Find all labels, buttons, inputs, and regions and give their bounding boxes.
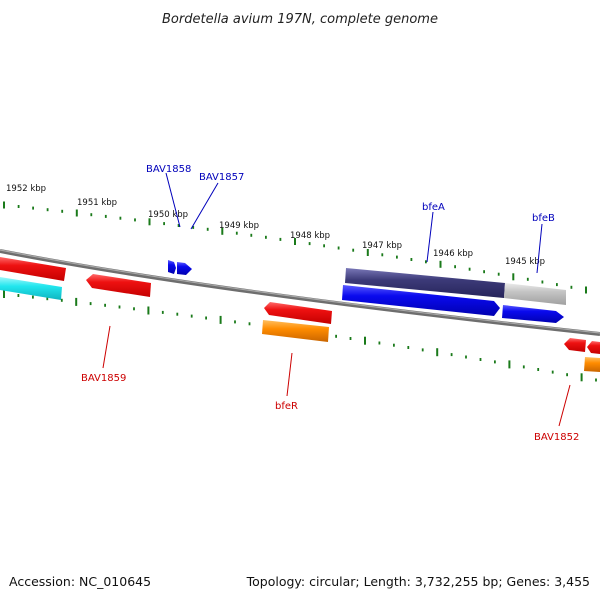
gene-bav1858-feature[interactable] [168, 260, 176, 274]
leader-bfeb [536, 223, 543, 274]
scale-label-1947: 1947 kbp [362, 241, 402, 251]
scale-label-1946: 1946 kbp [433, 249, 473, 259]
gene-bav1859-feature[interactable] [86, 274, 151, 297]
gene-label-bav1857[interactable]: BAV1857 [199, 172, 244, 183]
scale-ticks-upper [3, 201, 587, 294]
gene-bav1852-b-feature[interactable] [587, 341, 600, 354]
gene-label-bav1858[interactable]: BAV1858 [146, 164, 191, 175]
gene-bfeb-arrow-feature[interactable] [502, 305, 564, 323]
genome-backbone [0, 249, 600, 336]
leader-bfea [426, 211, 434, 263]
leader-bav1852 [558, 384, 571, 427]
gene-bfeb-strip-feature[interactable] [342, 285, 500, 316]
gene-label-bav1852[interactable]: BAV1852 [534, 432, 579, 443]
scale-label-1951: 1951 kbp [77, 198, 117, 208]
forward-gene-labels: BAV1858 BAV1857 bfeA bfeB [146, 164, 555, 274]
forward-genes [168, 260, 566, 323]
gene-red-mid-feature[interactable] [264, 302, 332, 324]
gene-bfea-extension-feature[interactable] [504, 283, 566, 305]
scale-label-1949: 1949 kbp [219, 221, 259, 231]
accession-text: Accession: NC_010645 [9, 574, 151, 589]
topology-text: Topology: circular; Length: 3,732,255 bp… [246, 574, 590, 589]
reverse-genes [0, 257, 600, 372]
gene-label-bfea[interactable]: bfeA [422, 202, 445, 213]
gene-orange-right-feature[interactable] [584, 357, 600, 372]
gene-label-bfeb[interactable]: bfeB [532, 213, 555, 224]
gene-bfer-feature[interactable] [262, 320, 329, 342]
scale-label-1948: 1948 kbp [290, 231, 330, 241]
leader-bav1858 [165, 172, 181, 228]
gene-label-bfer[interactable]: bfeR [275, 401, 298, 412]
gene-bav1857-feature[interactable] [177, 262, 192, 275]
scale-labels: 1952 kbp 1951 kbp 1950 kbp 1949 kbp 1948… [6, 184, 545, 267]
gene-bfea-feature[interactable] [345, 268, 505, 298]
gene-red-left-feature[interactable] [0, 257, 66, 281]
gene-cyan-left-feature[interactable] [0, 277, 62, 300]
gene-bav1852-feature[interactable] [564, 338, 586, 352]
map-title: Bordetella avium 197N, complete genome [162, 12, 438, 27]
scale-label-1950: 1950 kbp [148, 210, 188, 220]
gene-label-bav1859[interactable]: BAV1859 [81, 373, 126, 384]
scale-label-1945: 1945 kbp [505, 257, 545, 267]
reverse-gene-labels: BAV1859 bfeR BAV1852 [81, 325, 579, 443]
leader-bav1859 [102, 325, 111, 369]
scale-label-1952: 1952 kbp [6, 184, 46, 194]
leader-bfer [286, 352, 293, 397]
leader-bav1857 [190, 182, 219, 230]
